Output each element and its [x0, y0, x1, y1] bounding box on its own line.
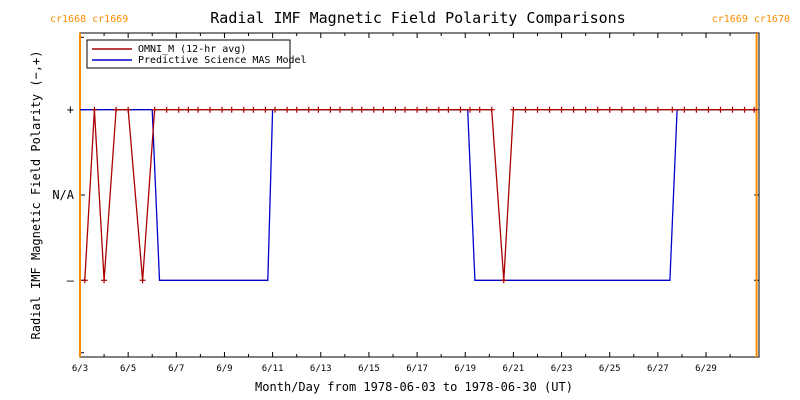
omni-data-point — [606, 106, 613, 113]
omni-data-point — [151, 106, 158, 113]
omni-data-point — [125, 106, 132, 113]
x-tick-label: 6/19 — [454, 364, 476, 374]
legend-frame — [86, 39, 291, 69]
x-tick-label: 6/15 — [358, 364, 380, 374]
chart-title: Radial IMF Magnetic Field Polarity Compa… — [210, 9, 625, 27]
omni-data-point — [594, 106, 601, 113]
omni-data-point — [582, 106, 589, 113]
omni-data-point — [570, 106, 577, 113]
omni-data-point — [101, 277, 108, 284]
omni-data-point — [392, 106, 399, 113]
x-tick-label: 6/27 — [647, 364, 669, 374]
omni-data-point — [522, 106, 529, 113]
x-axis-ticks: 6/3 6/5 6/7 6/9 6/11 6/13 6/15 6/17 6/19 6/21 6/23… — [72, 33, 731, 374]
omni-data-point — [219, 106, 226, 113]
omni-data-point — [717, 106, 724, 113]
omni-data-point — [630, 106, 637, 113]
omni-data-point — [284, 106, 291, 113]
omni-data-point — [81, 277, 88, 284]
x-tick-label: 6/21 — [503, 364, 525, 374]
omni-data-point — [358, 106, 365, 113]
omni-data-point — [163, 106, 170, 113]
legend-label-mas: Predictive Science MAS Model — [138, 55, 307, 66]
omni-data-point — [457, 106, 464, 113]
x-tick-label: 6/3 — [72, 364, 88, 374]
omni-data-point — [228, 106, 235, 113]
x-tick-label: 6/11 — [262, 364, 284, 374]
omni-data-point — [113, 106, 120, 113]
omni-data-point — [741, 106, 748, 113]
omni-data-point — [185, 106, 192, 113]
x-tick-label: 6/7 — [168, 364, 184, 374]
omni-data-point — [250, 106, 257, 113]
omni-data-point — [642, 106, 649, 113]
x-tick-label: 6/13 — [310, 364, 332, 374]
omni-data-point — [510, 106, 517, 113]
carrington-label: cr1669 cr1670 — [712, 14, 790, 25]
omni-data-point — [272, 106, 279, 113]
omni-data-point — [534, 106, 541, 113]
omni-data-point — [558, 106, 565, 113]
omni-data-point — [139, 277, 146, 284]
carrington-label: cr1668 cr1669 — [50, 14, 128, 25]
omni-data-point — [414, 106, 421, 113]
omni-data-point — [751, 106, 758, 113]
omni-data-point — [262, 106, 269, 113]
omni-data-point — [240, 106, 247, 113]
carrington-markers: cr1668 cr1669 cr1669 cr1670 — [50, 14, 790, 357]
series-layer — [80, 106, 758, 284]
omni-data-point — [445, 106, 452, 113]
omni-data-point — [380, 106, 387, 113]
omni-data-point — [435, 106, 442, 113]
omni-data-point — [423, 106, 430, 113]
omni-data-point — [467, 106, 474, 113]
omni-data-point — [91, 106, 98, 113]
omni-data-point — [305, 106, 312, 113]
x-tick-label: 6/23 — [551, 364, 573, 374]
omni-data-point — [315, 106, 322, 113]
y-tick-label: – — [67, 273, 75, 287]
x-tick-label: 6/29 — [695, 364, 717, 374]
omni-data-point — [669, 106, 676, 113]
y-axis-label: Radial IMF Magnetic Field Polarity (−,+) — [29, 51, 43, 340]
omni-data-point — [618, 106, 625, 113]
omni-data-point — [654, 106, 661, 113]
omni-data-point — [476, 106, 483, 113]
x-tick-label: 6/9 — [216, 364, 232, 374]
omni-data-point — [349, 106, 356, 113]
x-axis-label: Month/Day from 1978-06-03 to 1978-06-30 … — [255, 380, 573, 394]
omni-data-point — [207, 106, 214, 113]
omni-data-point — [693, 106, 700, 113]
omni-data-point — [293, 106, 300, 113]
omni-data-point — [681, 106, 688, 113]
omni-data-point — [370, 106, 377, 113]
omni-data-point — [705, 106, 712, 113]
omni-data-point — [402, 106, 409, 113]
omni-data-point — [194, 106, 201, 113]
y-tick-label: + — [67, 103, 74, 117]
omni-data-point — [729, 106, 736, 113]
y-tick-label: N/A — [52, 188, 74, 202]
omni-data-point — [488, 106, 495, 113]
x-tick-label: 6/5 — [120, 364, 136, 374]
omni-data-point — [500, 277, 507, 284]
omni-data-point — [327, 106, 334, 113]
omni-data-point — [546, 106, 553, 113]
omni-data-point — [175, 106, 182, 113]
legend: OMNI_M (12-hr avg) Predictive Science MA… — [86, 39, 307, 69]
legend-label-omni: OMNI_M (12-hr avg) — [138, 44, 246, 55]
x-tick-label: 6/25 — [599, 364, 621, 374]
x-tick-label: 6/17 — [406, 364, 428, 374]
omni-data-point — [337, 106, 344, 113]
